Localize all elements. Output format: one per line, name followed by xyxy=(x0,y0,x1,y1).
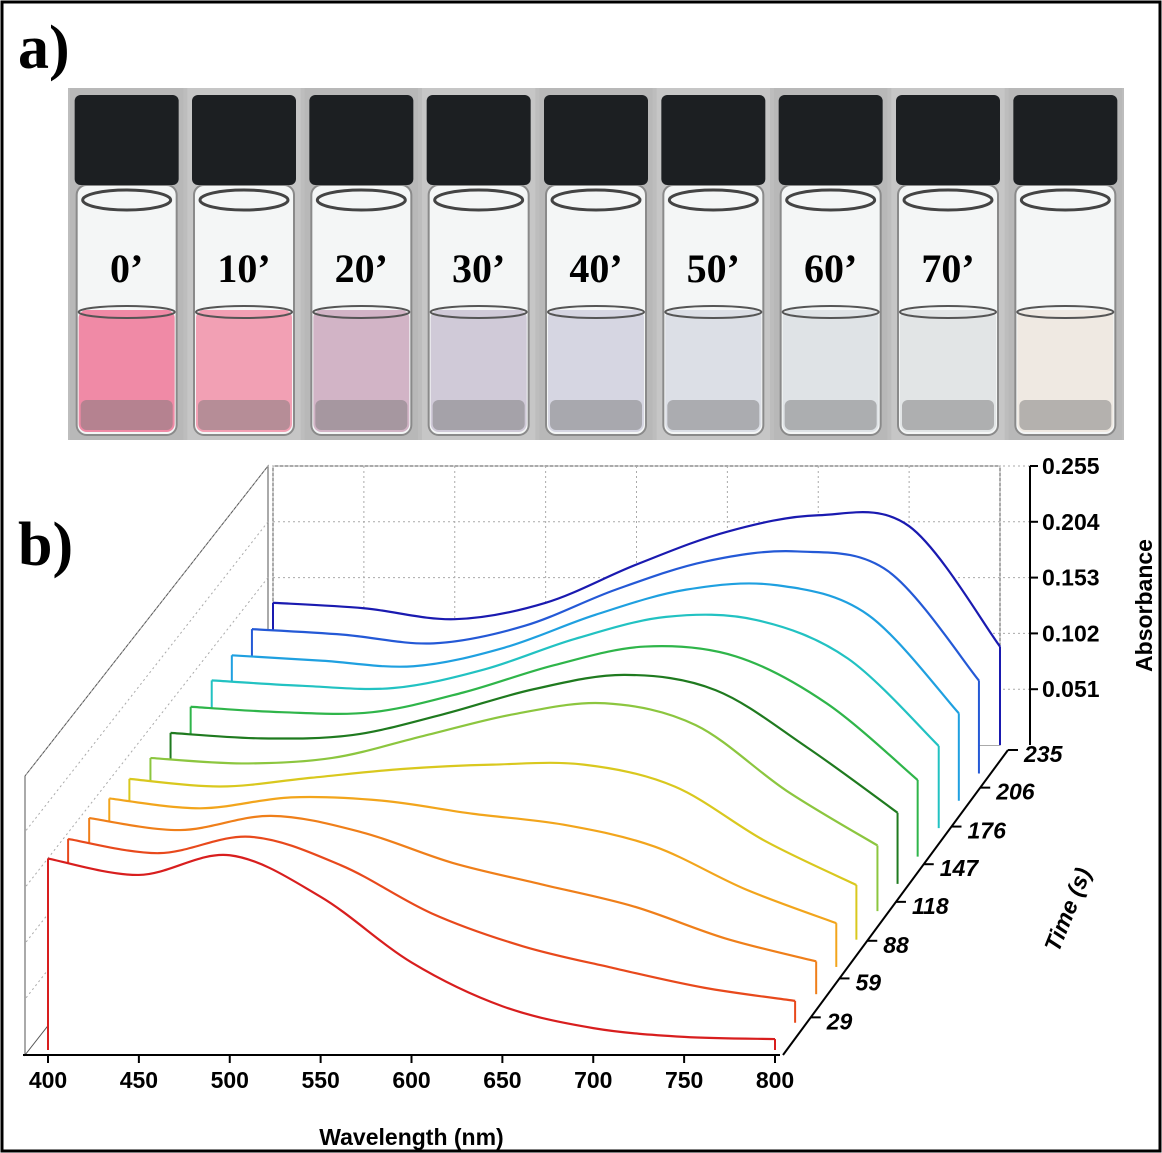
vial-neck xyxy=(1019,188,1111,212)
panel-label: a) xyxy=(18,14,70,82)
vial-cap xyxy=(661,95,766,185)
z-tick-label: 147 xyxy=(940,855,980,881)
curve-fill xyxy=(48,854,775,1050)
y-tick-label: 0.153 xyxy=(1042,565,1100,591)
panel-label: b) xyxy=(18,511,73,579)
vial-sediment xyxy=(902,400,994,430)
curve xyxy=(129,761,857,886)
waterfall-plot: 0.051 0.102 0.153 0.204 0.255 Absorbance 400 45… xyxy=(23,453,1157,1150)
z-tick-label: 206 xyxy=(995,779,1035,805)
z-tick-label: 235 xyxy=(1023,741,1064,767)
z-tick-label: 176 xyxy=(968,818,1007,844)
vial-label: 60’ xyxy=(804,246,857,291)
vial-cap xyxy=(778,95,883,185)
grid-line xyxy=(24,465,269,777)
vial-label: 10’ xyxy=(217,246,270,291)
curve xyxy=(251,550,980,682)
y-tick-label: 0.051 xyxy=(1042,676,1100,702)
vial-cap xyxy=(896,95,1000,185)
x-tick-label: 700 xyxy=(574,1067,612,1093)
vial-neck xyxy=(667,188,759,212)
vial-cap xyxy=(74,95,179,185)
vial-meniscus xyxy=(547,305,645,319)
x-tick-label: 550 xyxy=(301,1067,339,1093)
x-axis-label: Wavelength (nm) xyxy=(319,1124,503,1150)
vial-sediment xyxy=(1019,400,1112,430)
vial-label: 40’ xyxy=(569,246,622,291)
vial-meniscus xyxy=(1016,305,1115,319)
vial-meniscus xyxy=(429,305,528,319)
vial-meniscus xyxy=(77,305,176,319)
vial-sediment xyxy=(550,400,642,430)
curve xyxy=(231,582,960,715)
z-tick-label: 88 xyxy=(883,932,909,958)
vial-cap xyxy=(192,95,296,185)
vial-sediment xyxy=(198,400,290,430)
y-tick-label: 0.255 xyxy=(1042,453,1100,479)
vial-meniscus xyxy=(664,305,763,319)
vial-sediment xyxy=(432,400,525,430)
x-tick-label: 600 xyxy=(392,1067,430,1093)
x-tick-label: 400 xyxy=(29,1067,67,1093)
vial-label: 50’ xyxy=(687,246,740,291)
curve xyxy=(150,701,879,847)
z-tick-label: 59 xyxy=(855,969,881,995)
x-tick-label: 450 xyxy=(120,1067,158,1093)
vial-cap xyxy=(309,95,414,185)
y-axis-label: Absorbance xyxy=(1131,539,1157,672)
y-tick-label: 0.102 xyxy=(1042,620,1100,646)
vial-cap xyxy=(1013,95,1118,185)
curve xyxy=(170,673,899,814)
vial-neck xyxy=(433,188,525,212)
vial-meniscus xyxy=(312,305,411,319)
y-tick-label: 0.204 xyxy=(1042,509,1100,535)
vial-neck xyxy=(315,188,407,212)
vial-cap xyxy=(544,95,648,185)
vial-meniscus xyxy=(899,305,997,319)
vial-sediment xyxy=(667,400,760,430)
grid-line xyxy=(24,521,269,833)
curve xyxy=(211,613,940,747)
curve xyxy=(109,795,837,925)
curve xyxy=(47,853,776,1041)
x-tick-label: 500 xyxy=(211,1067,249,1093)
z-axis-label: Time (s) xyxy=(1039,864,1096,955)
x-tick-label: 800 xyxy=(756,1067,794,1093)
x-tick-label: 750 xyxy=(665,1067,703,1093)
curve xyxy=(89,814,817,963)
vial-neck xyxy=(198,188,290,212)
vial-label: 30’ xyxy=(452,246,505,291)
curve xyxy=(190,645,919,781)
vial-meniscus xyxy=(195,305,293,319)
vial-cap xyxy=(426,95,531,185)
grid-line xyxy=(24,577,269,888)
vial-neck xyxy=(81,188,173,212)
vial-label: 20’ xyxy=(335,246,388,291)
z-tick-label: 29 xyxy=(826,1008,853,1034)
z-axis xyxy=(782,749,1009,1056)
vial-sediment xyxy=(315,400,408,430)
vial-neck xyxy=(902,188,994,212)
vial-label: 0’ xyxy=(110,246,143,291)
vial-neck xyxy=(785,188,877,212)
curve xyxy=(272,511,1001,648)
vial-neck xyxy=(550,188,642,212)
vial-label: 70’ xyxy=(921,246,974,291)
vial-sediment xyxy=(80,400,173,430)
z-tick-label: 118 xyxy=(912,893,949,919)
curve xyxy=(67,835,796,1002)
vial-sediment xyxy=(784,400,877,430)
x-tick-label: 650 xyxy=(483,1067,521,1093)
vial-photo: 0’ 10’ 20’ 30’ 40’ 50’ 60’ 70’ xyxy=(68,88,1124,440)
vial-meniscus xyxy=(781,305,880,319)
